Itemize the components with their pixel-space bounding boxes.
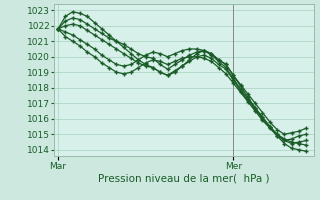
X-axis label: Pression niveau de la mer(  hPa ): Pression niveau de la mer( hPa ): [98, 173, 270, 183]
